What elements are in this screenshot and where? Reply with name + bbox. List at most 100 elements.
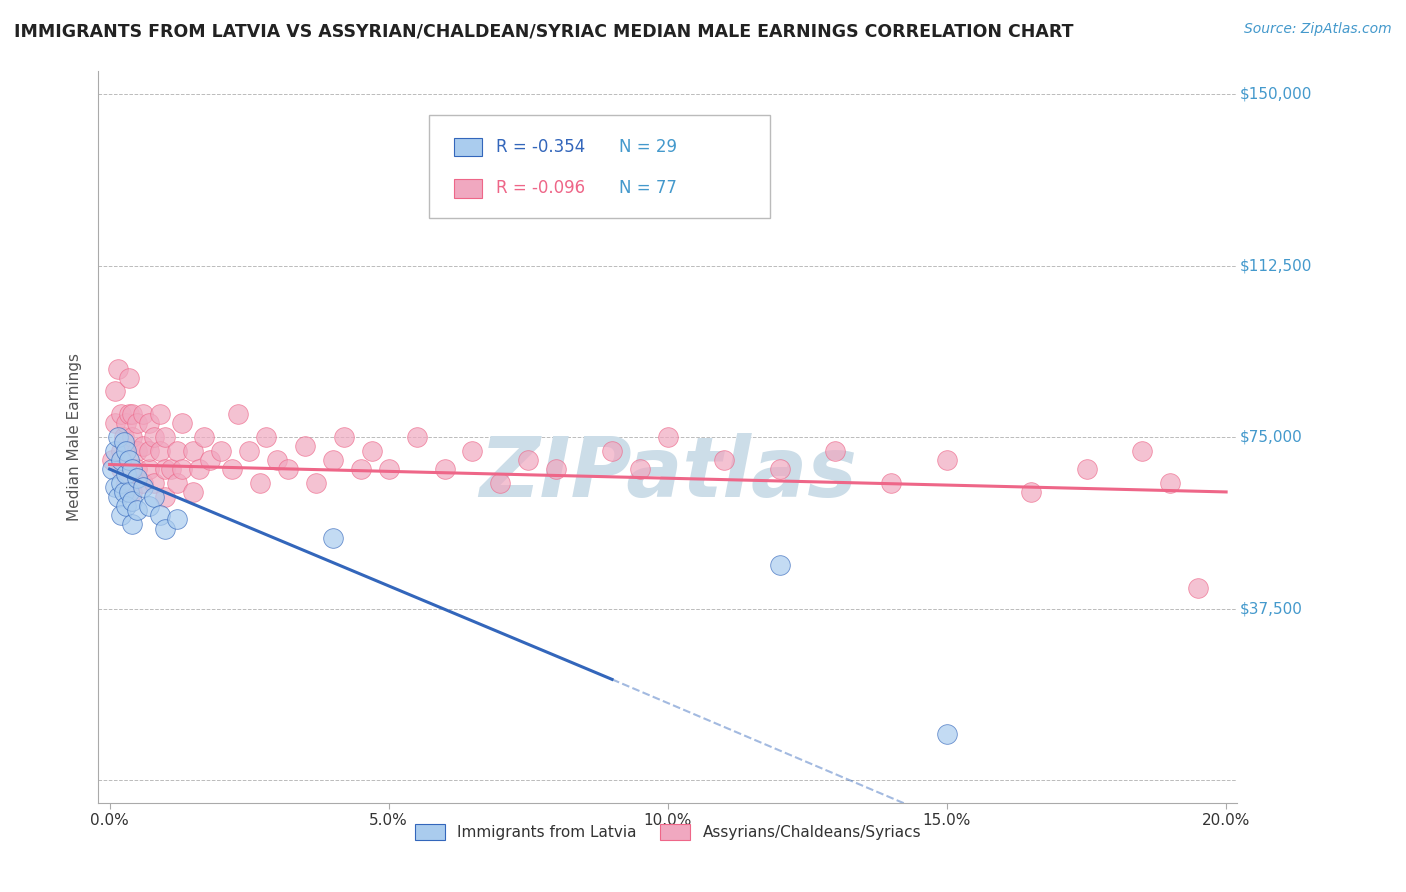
Point (198, 453, 221, 467)
Text: N = 29: N = 29 (619, 138, 676, 156)
Point (155, 430, 177, 444)
Point (249, 475, 271, 490)
Point (713, 453, 735, 467)
Point (115, 417, 138, 431)
Point (172, 417, 194, 431)
Point (118, 370, 141, 384)
Point (768, 558, 790, 573)
Point (266, 453, 288, 467)
Point (254, 430, 277, 444)
Text: $112,500: $112,500 (1240, 258, 1312, 273)
Point (115, 475, 138, 490)
Text: N = 77: N = 77 (619, 179, 676, 197)
Point (110, 443, 132, 458)
Point (121, 494, 143, 508)
Point (121, 485, 143, 500)
Y-axis label: Median Male Earnings: Median Male Earnings (67, 353, 83, 521)
Point (143, 490, 166, 504)
Point (209, 443, 232, 458)
Text: ZIPatlas: ZIPatlas (479, 434, 856, 514)
Point (132, 480, 155, 494)
Point (155, 521, 177, 535)
Point (160, 462, 183, 476)
Point (546, 462, 568, 476)
Point (768, 462, 790, 476)
Point (121, 462, 143, 476)
Point (121, 462, 143, 476)
Point (115, 467, 138, 481)
Point (104, 384, 127, 399)
Point (107, 490, 129, 504)
Point (183, 443, 205, 458)
Text: $37,500: $37,500 (1240, 601, 1302, 616)
Point (101, 453, 124, 467)
Point (112, 485, 135, 500)
Point (127, 462, 149, 476)
Point (1130, 443, 1153, 458)
Point (936, 453, 959, 467)
Point (322, 531, 344, 545)
Point (405, 430, 427, 444)
Point (115, 443, 138, 458)
Point (127, 417, 149, 431)
Point (112, 430, 135, 444)
Point (350, 462, 373, 476)
Point (333, 430, 356, 444)
Point (118, 485, 141, 500)
Point (183, 485, 205, 500)
Point (138, 417, 160, 431)
Point (1019, 485, 1042, 500)
Point (824, 443, 846, 458)
Point (221, 462, 243, 476)
Point (101, 462, 124, 476)
Point (121, 430, 143, 444)
Point (143, 475, 166, 490)
Point (489, 475, 512, 490)
Point (138, 443, 160, 458)
Point (628, 462, 651, 476)
FancyBboxPatch shape (454, 179, 482, 197)
Point (277, 462, 299, 476)
Point (138, 499, 160, 513)
Point (104, 417, 127, 431)
Point (322, 453, 344, 467)
Point (433, 462, 456, 476)
Point (149, 443, 172, 458)
Point (110, 453, 132, 467)
Point (115, 499, 138, 513)
Text: Source: ZipAtlas.com: Source: ZipAtlas.com (1244, 22, 1392, 37)
Point (1187, 581, 1209, 595)
Point (132, 439, 155, 453)
Point (155, 462, 177, 476)
Point (155, 490, 177, 504)
Point (121, 407, 143, 421)
Legend: Immigrants from Latvia, Assyrians/Chaldeans/Syriacs: Immigrants from Latvia, Assyrians/Chalde… (408, 818, 928, 847)
Text: R = -0.096: R = -0.096 (496, 179, 585, 197)
Point (226, 407, 249, 421)
Point (187, 462, 209, 476)
Point (110, 462, 132, 476)
Point (936, 727, 959, 741)
Point (104, 480, 127, 494)
Point (149, 508, 172, 522)
Point (238, 443, 260, 458)
Text: R = -0.354: R = -0.354 (496, 138, 585, 156)
Point (166, 475, 188, 490)
Text: $75,000: $75,000 (1240, 430, 1302, 444)
Point (880, 475, 903, 490)
FancyBboxPatch shape (454, 138, 482, 156)
Point (166, 443, 188, 458)
Point (294, 439, 316, 453)
Point (377, 462, 399, 476)
Text: $150,000: $150,000 (1240, 87, 1312, 102)
FancyBboxPatch shape (429, 115, 770, 218)
Point (112, 434, 135, 449)
Text: IMMIGRANTS FROM LATVIA VS ASSYRIAN/CHALDEAN/SYRIAC MEDIAN MALE EARNINGS CORRELAT: IMMIGRANTS FROM LATVIA VS ASSYRIAN/CHALD… (14, 22, 1074, 40)
Point (118, 453, 141, 467)
Point (517, 453, 540, 467)
Point (305, 475, 328, 490)
Point (149, 407, 172, 421)
Point (110, 475, 132, 490)
Point (127, 443, 149, 458)
Point (115, 443, 138, 458)
